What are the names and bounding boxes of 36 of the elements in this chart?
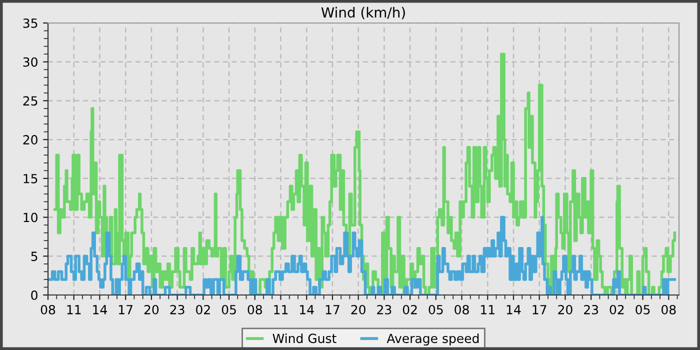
x-tick-label: 23 xyxy=(170,304,184,314)
y-tick-label: 25 xyxy=(23,96,38,106)
x-tick-label: 08 xyxy=(454,304,469,314)
legend-label: Average speed xyxy=(386,333,479,346)
y-tick-label: 30 xyxy=(23,57,38,67)
y-tick-label: 15 xyxy=(24,174,38,184)
y-tick-label: 35 xyxy=(23,18,38,28)
x-tick-label: 17 xyxy=(532,305,546,314)
x-tick-label: 02 xyxy=(196,304,210,314)
x-tick-label: 17 xyxy=(119,305,132,314)
x-tick-label: 08 xyxy=(248,304,262,314)
x-tick-label: 05 xyxy=(428,304,443,314)
x-tick-label: 20 xyxy=(144,304,159,314)
x-tick-label: 05 xyxy=(636,304,650,314)
x-tick-label: 02 xyxy=(402,304,417,314)
y-tick-label: 20 xyxy=(23,135,38,144)
x-tick-label: 23 xyxy=(584,304,598,314)
x-tick-label: 08 xyxy=(662,304,676,314)
x-tick-label: 11 xyxy=(67,305,81,314)
y-tick-label: 10 xyxy=(24,212,38,222)
x-tick-label: 20 xyxy=(558,304,572,314)
legend-label: Wind Gust xyxy=(272,333,336,344)
x-tick-label: 11 xyxy=(481,305,494,314)
x-tick-label: 14 xyxy=(300,305,314,314)
x-tick-label: 17 xyxy=(326,305,340,314)
x-tick-label: 05 xyxy=(222,304,236,314)
x-tick-label: 23 xyxy=(377,304,392,314)
x-tick-label: 14 xyxy=(93,305,107,314)
x-tick-label: 20 xyxy=(351,304,366,314)
y-tick-label: 5 xyxy=(31,252,38,262)
x-tick-label: 14 xyxy=(506,305,521,314)
x-tick-label: 11 xyxy=(274,305,288,314)
x-tick-label: 02 xyxy=(610,304,624,314)
x-tick-label: 08 xyxy=(40,304,56,314)
chart-title: Wind (km/h) xyxy=(321,6,405,20)
y-tick-label: 0 xyxy=(31,290,38,300)
